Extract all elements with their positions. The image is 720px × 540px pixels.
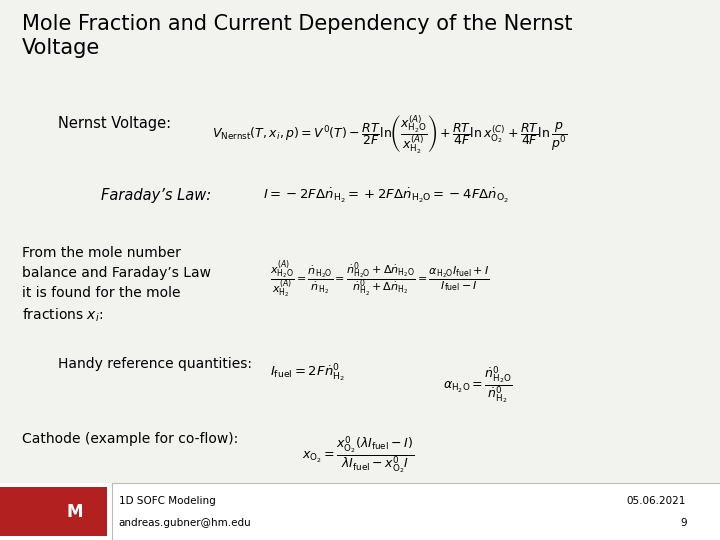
FancyBboxPatch shape xyxy=(0,483,720,540)
Text: $V_{\mathrm{Nernst}}(T,x_i,p) = V^0(T) - \dfrac{RT}{2F}\ln\!\left(\dfrac{x_{\mat: $V_{\mathrm{Nernst}}(T,x_i,p) = V^0(T) -… xyxy=(212,113,568,156)
FancyBboxPatch shape xyxy=(0,487,107,536)
Text: Nernst Voltage:: Nernst Voltage: xyxy=(58,116,171,131)
Text: $x_{\mathrm{O_2}} = \dfrac{x^0_{\mathrm{O_2}}\left(\lambda I_{\mathrm{fuel}} - I: $x_{\mathrm{O_2}} = \dfrac{x^0_{\mathrm{… xyxy=(302,435,415,476)
Text: M: M xyxy=(67,503,83,521)
Text: $\alpha_{\mathrm{H_2O}} = \dfrac{\dot{n}^0_{\mathrm{H_2O}}}{\dot{n}^0_{\mathrm{H: $\alpha_{\mathrm{H_2O}} = \dfrac{\dot{n}… xyxy=(443,364,513,406)
Text: $I = -2F\Delta\dot{n}_{\mathrm{H_2}} = +2F\Delta\dot{n}_{\mathrm{H_2O}} = -4F\De: $I = -2F\Delta\dot{n}_{\mathrm{H_2}} = +… xyxy=(263,186,509,205)
Text: Mole Fraction and Current Dependency of the Nernst
Voltage: Mole Fraction and Current Dependency of … xyxy=(22,14,572,57)
Text: Cathode (example for co-flow):: Cathode (example for co-flow): xyxy=(22,432,238,446)
Text: From the mole number
balance and Faraday’s Law
it is found for the mole
fraction: From the mole number balance and Faraday… xyxy=(22,246,210,325)
Text: 05.06.2021: 05.06.2021 xyxy=(626,496,685,506)
Text: Handy reference quantities:: Handy reference quantities: xyxy=(58,357,251,372)
Text: 9: 9 xyxy=(680,518,687,529)
Text: Faraday’s Law:: Faraday’s Law: xyxy=(101,188,211,203)
Text: 1D SOFC Modeling: 1D SOFC Modeling xyxy=(119,496,215,506)
Text: andreas.gubner@hm.edu: andreas.gubner@hm.edu xyxy=(119,518,251,529)
Text: $\dfrac{x_{\mathrm{H_2O}}^{(A)}}{x_{\mathrm{H_2}}^{(A)}} = \dfrac{\dot{n}_{\math: $\dfrac{x_{\mathrm{H_2O}}^{(A)}}{x_{\mat… xyxy=(270,259,490,300)
Text: $I_{\mathrm{fuel}} = 2F\dot{n}^0_{\mathrm{H_2}}$: $I_{\mathrm{fuel}} = 2F\dot{n}^0_{\mathr… xyxy=(270,363,345,384)
